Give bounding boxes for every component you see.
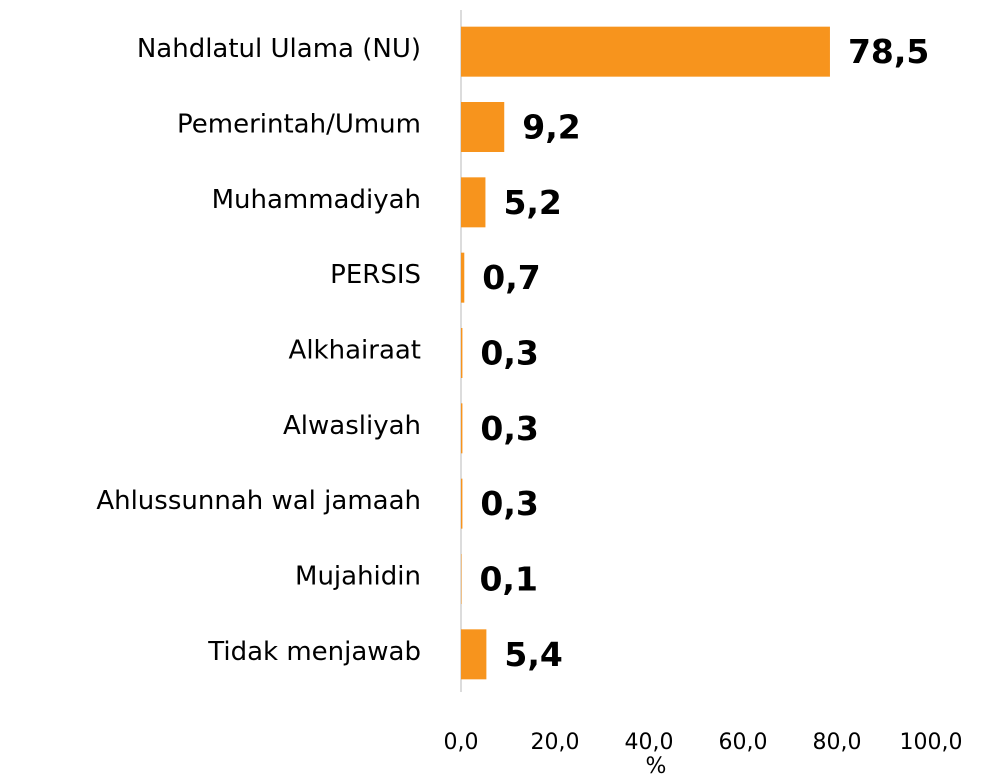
value-label: 0,3	[480, 334, 538, 373]
value-label: 0,7	[482, 258, 540, 297]
value-label: 0,1	[479, 560, 537, 599]
bar	[461, 26, 830, 77]
y-tick-label: Muhammadiyah	[212, 185, 421, 215]
value-label: 9,2	[522, 108, 580, 147]
x-tick-label: 20,0	[531, 730, 580, 755]
bar	[461, 403, 463, 454]
value-label: 0,3	[480, 484, 538, 523]
bar	[461, 328, 463, 378]
bar	[461, 177, 486, 228]
x-tick-label: 0,0	[444, 730, 479, 755]
y-tick-label: Ahlussunnah wal jamaah	[96, 486, 421, 516]
value-label: 0,3	[480, 409, 538, 448]
x-axis-label: %	[646, 754, 667, 775]
value-label: 5,4	[504, 635, 562, 674]
bar	[461, 252, 465, 303]
y-tick-label: Mujahidin	[295, 562, 421, 592]
x-tick-label: 40,0	[625, 730, 674, 755]
y-tick-label: Alkhairaat	[289, 336, 421, 366]
y-tick-label: Pemerintah/Umum	[177, 110, 421, 140]
y-tick-label: Alwasliyah	[283, 411, 421, 441]
bar	[461, 629, 487, 680]
value-label: 78,5	[848, 32, 929, 71]
bar	[461, 102, 505, 152]
bar	[461, 478, 463, 529]
y-tick-label: Nahdlatul Ulama (NU)	[137, 34, 421, 64]
x-tick-label: 100,0	[900, 730, 963, 755]
x-tick-label: 60,0	[719, 730, 768, 755]
x-tick-label: 80,0	[813, 730, 862, 755]
y-tick-label: PERSIS	[330, 260, 421, 290]
value-label: 5,2	[503, 183, 561, 222]
y-tick-label: Tidak menjawab	[207, 637, 421, 667]
